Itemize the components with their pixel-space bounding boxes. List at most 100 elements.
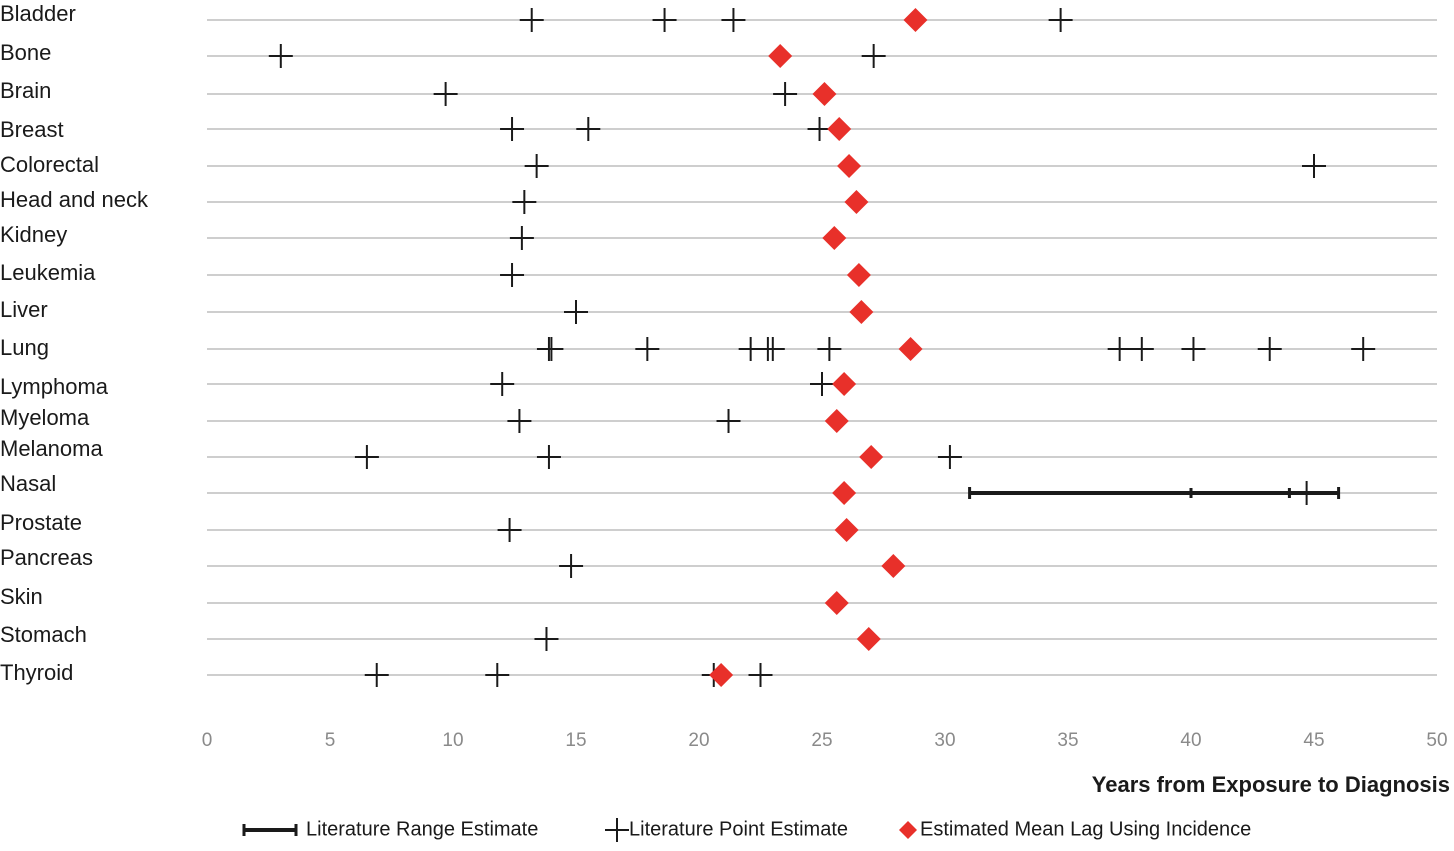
- category-label-colorectal: Colorectal: [0, 152, 99, 177]
- point-mark-lung-5: [760, 337, 785, 361]
- point-mark-lung-7: [1107, 337, 1132, 361]
- point-mark-pancreas-0: [559, 554, 584, 578]
- legend-label-range: Literature Range Estimate: [306, 818, 538, 840]
- point-mark-breast-1: [576, 117, 601, 141]
- point-mark-prostate-0: [497, 518, 522, 542]
- x-tick-labels: 0 5 10 15 20 25 30 35 40 45 50: [202, 730, 1448, 751]
- mean-mark-skin: [824, 591, 849, 615]
- mean-marks: [709, 8, 928, 687]
- category-label-bone: Bone: [0, 40, 51, 65]
- point-mark-thyroid-0: [364, 663, 389, 687]
- point-mark-colorectal-0: [524, 154, 549, 178]
- mean-mark-pancreas: [881, 554, 906, 578]
- legend-item-mean: Estimated Mean Lag Using Incidence: [899, 818, 1251, 840]
- x-tick-label-20: 20: [688, 730, 709, 751]
- mean-mark-brain: [812, 82, 837, 106]
- category-label-lung: Lung: [0, 335, 49, 360]
- point-mark-bladder-0: [519, 8, 544, 32]
- category-label-prostate: Prostate: [0, 510, 82, 535]
- point-mark-bladder-2: [721, 8, 746, 32]
- point-mark-bladder-1: [652, 8, 677, 32]
- mean-mark-stomach: [856, 627, 881, 651]
- category-label-head-and-neck: Head and neck: [0, 187, 149, 212]
- category-label-thyroid: Thyroid: [0, 660, 73, 685]
- category-label-nasal: Nasal: [0, 471, 56, 496]
- category-label-bladder: Bladder: [0, 1, 76, 26]
- x-tick-label-25: 25: [811, 730, 832, 751]
- mean-mark-bone: [768, 44, 793, 68]
- point-mark-colorectal-1: [1302, 154, 1326, 178]
- mean-mark-bladder: [903, 8, 928, 32]
- point-mark-melanoma-1: [536, 445, 561, 469]
- mean-mark-myeloma: [824, 409, 849, 433]
- point-mark-liver-0: [564, 300, 588, 324]
- legend-item-range: Literature Range Estimate: [242, 818, 538, 840]
- point-mark-head-and-neck-0: [512, 190, 537, 214]
- mean-mark-colorectal: [837, 154, 862, 178]
- point-mark-melanoma-0: [354, 445, 379, 469]
- point-mark-thyroid-1: [485, 663, 510, 687]
- point-mark-melanoma-2: [937, 445, 962, 469]
- mean-mark-thyroid: [709, 663, 734, 687]
- category-label-pancreas: Pancreas: [0, 545, 93, 570]
- point-mark-bone-0: [268, 44, 293, 68]
- point-mark-lung-1: [539, 337, 564, 361]
- category-label-kidney: Kidney: [0, 222, 67, 247]
- mean-mark-head-and-neck: [844, 190, 869, 214]
- mean-mark-prostate: [834, 518, 859, 542]
- legend-label-mean: Estimated Mean Lag Using Incidence: [920, 818, 1251, 840]
- point-mark-lymphoma-0: [490, 372, 515, 396]
- category-label-melanoma: Melanoma: [0, 436, 103, 461]
- gridlines: [207, 19, 1437, 676]
- point-mark-thyroid-3: [748, 663, 773, 687]
- category-label-liver: Liver: [0, 297, 48, 322]
- point-mark-brain-1: [773, 82, 798, 106]
- x-tick-label-15: 15: [565, 730, 586, 751]
- legend: Literature Range Estimate Literature Poin…: [242, 818, 1251, 842]
- point-mark-lung-11: [1351, 337, 1376, 361]
- legend-mean-swatch: [899, 821, 917, 839]
- mean-mark-melanoma: [859, 445, 884, 469]
- point-mark-lung-6: [817, 337, 842, 361]
- mean-mark-lung: [898, 337, 923, 361]
- category-label-leukemia: Leukemia: [0, 260, 96, 285]
- mean-mark-leukemia: [846, 263, 871, 287]
- mean-mark-nasal: [832, 481, 857, 505]
- category-label-brain: Brain: [0, 78, 51, 103]
- point-mark-myeloma-0: [507, 409, 532, 433]
- legend-label-point: Literature Point Estimate: [629, 818, 848, 840]
- point-mark-lung-8: [1129, 337, 1154, 361]
- category-label-breast: Breast: [0, 117, 64, 142]
- x-tick-label-10: 10: [442, 730, 463, 751]
- point-mark-lung-10: [1257, 337, 1282, 361]
- point-mark-bone-1: [861, 44, 886, 68]
- x-tick-label-45: 45: [1303, 730, 1324, 751]
- point-mark-lung-2: [635, 337, 660, 361]
- x-tick-label-0: 0: [202, 730, 213, 751]
- mean-mark-kidney: [822, 226, 847, 250]
- mean-mark-lymphoma: [832, 372, 857, 396]
- point-mark-lung-9: [1181, 337, 1206, 361]
- point-mark-bladder-3: [1048, 8, 1073, 32]
- x-tick-label-30: 30: [934, 730, 955, 751]
- x-tick-label-50: 50: [1426, 730, 1447, 751]
- point-mark-stomach-0: [534, 627, 559, 651]
- x-axis-title: Years from Exposure to Diagnosis: [1092, 772, 1450, 797]
- legend-item-point: Literature Point Estimate: [605, 818, 848, 842]
- x-tick-label-5: 5: [325, 730, 336, 751]
- point-mark-brain-0: [433, 82, 458, 106]
- mean-mark-breast: [827, 117, 852, 141]
- point-mark-nasal-0: [1294, 481, 1319, 505]
- x-tick-label-40: 40: [1180, 730, 1201, 751]
- category-label-stomach: Stomach: [0, 622, 87, 647]
- point-mark-breast-0: [500, 117, 525, 141]
- category-label-skin: Skin: [0, 584, 43, 609]
- point-mark-myeloma-1: [716, 409, 741, 433]
- legend-point-swatch: [605, 818, 629, 842]
- range-mark-nasal: [968, 487, 1341, 499]
- mean-mark-liver: [849, 300, 874, 324]
- category-label-lymphoma: Lymphoma: [0, 374, 109, 399]
- point-marks: [268, 8, 1376, 687]
